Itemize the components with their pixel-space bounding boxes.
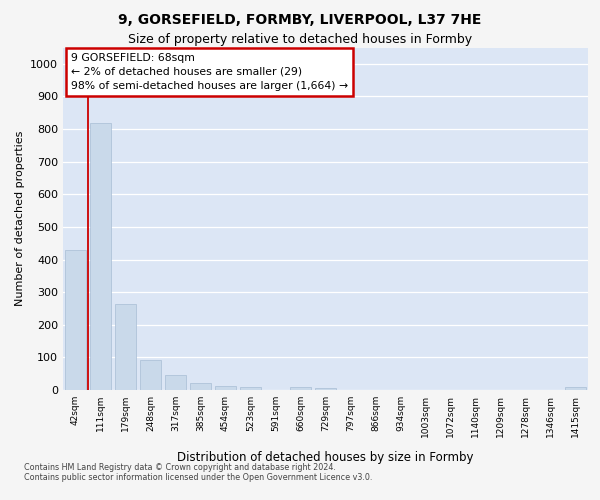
X-axis label: Distribution of detached houses by size in Formby: Distribution of detached houses by size … [177,451,474,464]
Bar [240,388,261,390]
Bar [190,384,211,390]
Text: Size of property relative to detached houses in Formby: Size of property relative to detached ho… [128,32,472,46]
Bar [290,386,311,390]
Text: 9, GORSEFIELD, FORMBY, LIVERPOOL, L37 7HE: 9, GORSEFIELD, FORMBY, LIVERPOOL, L37 7H… [118,12,482,26]
Bar [215,386,236,390]
Bar [565,388,586,390]
Text: 9 GORSEFIELD: 68sqm
← 2% of detached houses are smaller (29)
98% of semi-detache: 9 GORSEFIELD: 68sqm ← 2% of detached hou… [71,52,348,90]
Text: Contains HM Land Registry data © Crown copyright and database right 2024.
Contai: Contains HM Land Registry data © Crown c… [24,463,373,482]
Y-axis label: Number of detached properties: Number of detached properties [14,131,25,306]
Bar [165,376,186,390]
Bar [115,304,136,390]
Bar [315,388,336,390]
Bar [65,250,86,390]
Bar [90,122,111,390]
Bar [140,360,161,390]
